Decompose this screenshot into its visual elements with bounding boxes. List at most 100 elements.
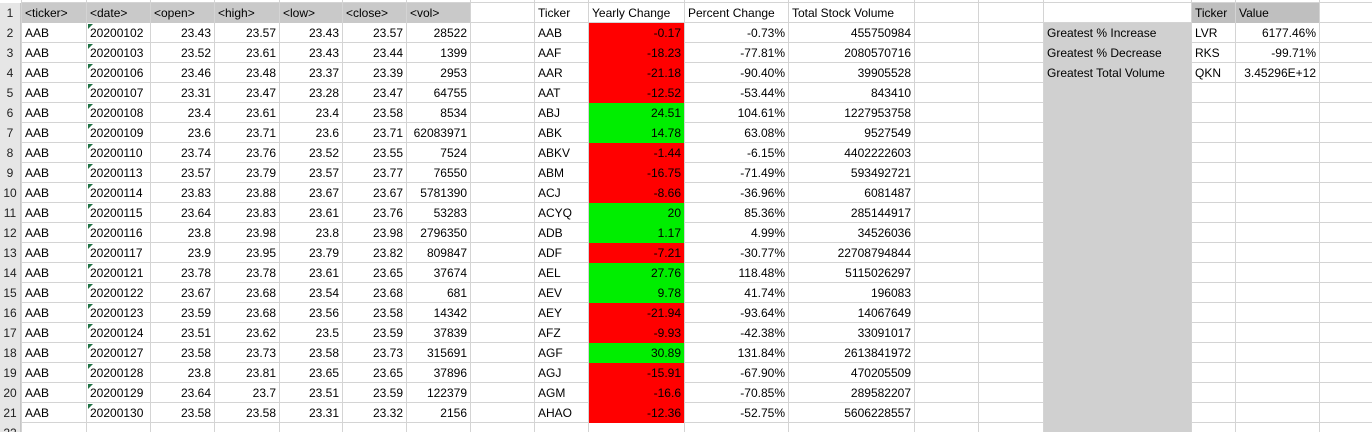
- summary-cell[interactable]: 455750984: [850, 26, 911, 40]
- data-cell[interactable]: 23.62: [245, 326, 276, 340]
- data-cell[interactable]: AAB: [25, 246, 50, 260]
- label-column-fill[interactable]: [1044, 423, 1191, 432]
- data-cell[interactable]: 23.98: [372, 226, 403, 240]
- column-header[interactable]: <high>: [215, 3, 279, 23]
- data-cell[interactable]: 23.73: [372, 346, 403, 360]
- date-cell[interactable]: 20200116: [90, 226, 143, 240]
- yearly-change-cell[interactable]: -16.75: [589, 163, 684, 183]
- summary-cell[interactable]: AGJ: [538, 366, 562, 380]
- summary-cell[interactable]: -6.15%: [746, 146, 785, 160]
- data-cell[interactable]: 23.95: [245, 246, 276, 260]
- data-cell[interactable]: AAB: [25, 146, 50, 160]
- data-cell[interactable]: 23.79: [245, 166, 276, 180]
- summary-cell[interactable]: 118.48%: [738, 266, 785, 280]
- summary-cell[interactable]: ABK: [538, 126, 563, 140]
- date-cell[interactable]: 20200129: [90, 386, 144, 400]
- yearly-change-cell[interactable]: -12.52: [589, 83, 684, 103]
- row-number[interactable]: 19: [0, 363, 21, 383]
- data-cell[interactable]: 23.6: [187, 126, 211, 140]
- summary-cell[interactable]: -36.96%: [740, 186, 785, 200]
- label-column-fill[interactable]: [1044, 83, 1191, 103]
- data-cell[interactable]: 23.58: [245, 406, 276, 420]
- data-cell[interactable]: 23.54: [308, 286, 339, 300]
- data-cell[interactable]: AAB: [25, 46, 50, 60]
- row-number[interactable]: 22: [0, 423, 21, 432]
- label-column-fill[interactable]: [1044, 343, 1191, 363]
- row-number[interactable]: 20: [0, 383, 21, 403]
- summary-cell[interactable]: 1227953758: [844, 106, 911, 120]
- date-cell[interactable]: 20200107: [90, 86, 144, 100]
- data-cell[interactable]: 23.67: [180, 286, 211, 300]
- column-header[interactable]: <vol>: [407, 3, 470, 23]
- row-number[interactable]: 15: [0, 283, 21, 303]
- data-cell[interactable]: AAB: [25, 366, 50, 380]
- data-cell[interactable]: 23.73: [245, 346, 276, 360]
- summary-cell[interactable]: 104.61%: [737, 106, 785, 120]
- data-cell[interactable]: 23.52: [308, 146, 339, 160]
- data-cell[interactable]: 23.52: [180, 46, 211, 60]
- data-cell[interactable]: AAB: [25, 206, 50, 220]
- data-cell[interactable]: AAB: [25, 226, 50, 240]
- data-cell[interactable]: 23.83: [180, 186, 211, 200]
- data-cell[interactable]: 23.57: [180, 166, 211, 180]
- date-cell[interactable]: 20200113: [90, 166, 143, 180]
- data-cell[interactable]: 23.57: [308, 166, 339, 180]
- row-number[interactable]: 12: [0, 223, 21, 243]
- summary-cell[interactable]: AAF: [538, 46, 562, 60]
- yearly-change-cell[interactable]: 24.51: [589, 103, 684, 123]
- data-cell[interactable]: 23.59: [372, 386, 403, 400]
- summary-cell[interactable]: -93.64%: [740, 306, 785, 320]
- data-cell[interactable]: 23.83: [245, 206, 276, 220]
- greatest-value[interactable]: -99.71%: [1271, 46, 1316, 60]
- label-column-fill[interactable]: [1044, 303, 1191, 323]
- summary-cell[interactable]: -77.81%: [740, 46, 785, 60]
- data-cell[interactable]: 1399: [440, 46, 467, 60]
- data-cell[interactable]: 23.51: [308, 386, 339, 400]
- row-number[interactable]: 9: [0, 163, 21, 183]
- data-cell[interactable]: 23.68: [245, 286, 276, 300]
- data-cell[interactable]: 7524: [440, 146, 467, 160]
- data-cell[interactable]: 23.8: [315, 226, 339, 240]
- data-cell[interactable]: 23.76: [245, 146, 276, 160]
- data-cell[interactable]: 23.58: [372, 306, 403, 320]
- column-header[interactable]: <close>: [343, 3, 406, 23]
- data-cell[interactable]: 23.39: [372, 66, 403, 80]
- summary-cell[interactable]: AFZ: [538, 326, 561, 340]
- yearly-change-cell[interactable]: -1.44: [589, 143, 684, 163]
- data-cell[interactable]: 23.57: [245, 26, 276, 40]
- summary-cell[interactable]: 34526036: [857, 226, 911, 240]
- data-cell[interactable]: 23.74: [180, 146, 211, 160]
- data-cell[interactable]: 14342: [433, 306, 467, 320]
- greatest-value[interactable]: 6177.46%: [1261, 26, 1316, 40]
- row-number[interactable]: 14: [0, 263, 21, 283]
- date-cell[interactable]: 20200114: [90, 186, 143, 200]
- data-cell[interactable]: 23.68: [245, 306, 276, 320]
- greatest-value[interactable]: 3.45296E+12: [1244, 66, 1316, 80]
- data-cell[interactable]: 23.55: [372, 146, 403, 160]
- row-number[interactable]: 16: [0, 303, 21, 323]
- data-cell[interactable]: AAB: [25, 266, 50, 280]
- date-cell[interactable]: 20200121: [90, 266, 144, 280]
- row-number[interactable]: 21: [0, 403, 21, 423]
- label-column-fill[interactable]: [1044, 363, 1191, 383]
- row-number[interactable]: 11: [0, 203, 21, 223]
- summary-cell[interactable]: 470205509: [850, 366, 911, 380]
- data-cell[interactable]: 37674: [433, 266, 467, 280]
- summary-cell[interactable]: -53.44%: [740, 86, 785, 100]
- row-number[interactable]: 3: [0, 43, 21, 63]
- row-number[interactable]: 18: [0, 343, 21, 363]
- date-cell[interactable]: 20200102: [90, 26, 144, 40]
- date-cell[interactable]: 20200115: [90, 206, 143, 220]
- date-cell[interactable]: 20200122: [90, 286, 144, 300]
- label-column-fill[interactable]: [1044, 223, 1191, 243]
- label-column-fill[interactable]: [1044, 383, 1191, 403]
- data-cell[interactable]: 8534: [440, 106, 467, 120]
- date-cell[interactable]: 20200108: [90, 106, 144, 120]
- label-column-fill[interactable]: [1044, 143, 1191, 163]
- summary-cell[interactable]: ABM: [538, 166, 565, 180]
- summary-cell[interactable]: ADB: [538, 226, 563, 240]
- summary-cell[interactable]: -0.73%: [746, 26, 785, 40]
- data-cell[interactable]: 23.59: [180, 306, 211, 320]
- data-cell[interactable]: 23.44: [372, 46, 403, 60]
